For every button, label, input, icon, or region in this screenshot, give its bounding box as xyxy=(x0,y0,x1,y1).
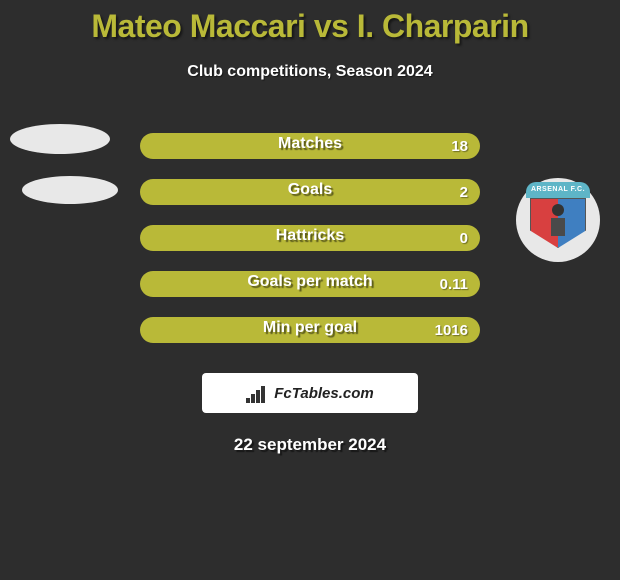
player-right-club-crest: ARSENAL F.C. xyxy=(516,178,600,262)
stat-bar-left xyxy=(140,271,310,297)
stat-row: 0.11Goals per match xyxy=(0,261,620,307)
stat-value-right: 0.11 xyxy=(428,276,480,293)
crest-label: ARSENAL F.C. xyxy=(526,182,590,198)
stat-value-right: 1016 xyxy=(423,322,480,339)
stat-bar-left xyxy=(140,225,310,251)
stat-bar-left xyxy=(140,133,310,159)
stat-value-right: 2 xyxy=(448,184,480,201)
stat-bar-right: 18 xyxy=(310,133,480,159)
stat-bar-right: 0.11 xyxy=(310,271,480,297)
stat-value-right: 18 xyxy=(439,138,480,155)
stat-value-right: 0 xyxy=(448,230,480,247)
player-left-badge-1 xyxy=(10,124,110,154)
crest-ball-icon xyxy=(552,204,564,216)
source-logo-text: FcTables.com xyxy=(274,385,373,402)
bar-chart-icon xyxy=(246,383,268,403)
page-subtitle: Club competitions, Season 2024 xyxy=(0,63,620,81)
stat-bar-right: 1016 xyxy=(310,317,480,343)
stat-bar-right: 2 xyxy=(310,179,480,205)
page-title: Mateo Maccari vs I. Charparin xyxy=(0,0,620,45)
stat-row: 1016Min per goal xyxy=(0,307,620,353)
stat-bar-right: 0 xyxy=(310,225,480,251)
crest-tower-icon xyxy=(551,218,565,236)
stat-bar-left xyxy=(140,179,310,205)
stat-bar-left xyxy=(140,317,310,343)
player-left-badge-2 xyxy=(22,176,118,204)
source-logo[interactable]: FcTables.com xyxy=(202,373,418,413)
date-line: 22 september 2024 xyxy=(0,435,620,455)
